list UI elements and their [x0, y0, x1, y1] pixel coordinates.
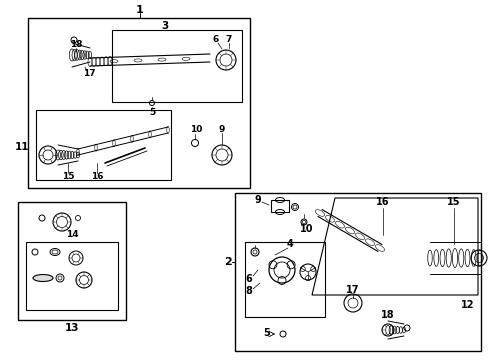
Bar — [235, 193, 480, 351]
Text: 18: 18 — [70, 40, 82, 49]
Text: 16: 16 — [375, 197, 389, 207]
Bar — [270, 200, 288, 212]
Text: 4: 4 — [286, 239, 293, 249]
Text: 9: 9 — [218, 125, 225, 134]
Text: 14: 14 — [65, 230, 78, 239]
Text: 17: 17 — [82, 68, 95, 77]
Bar — [112, 30, 242, 102]
Text: 6: 6 — [245, 274, 252, 284]
Bar — [18, 202, 126, 320]
Text: 10: 10 — [189, 125, 202, 134]
Bar — [244, 242, 325, 317]
Text: 10: 10 — [300, 224, 313, 234]
Text: 16: 16 — [91, 171, 103, 180]
Text: 12: 12 — [460, 300, 474, 310]
Text: 13: 13 — [64, 323, 79, 333]
Text: 17: 17 — [346, 285, 359, 295]
Text: 15: 15 — [447, 197, 460, 207]
Bar — [26, 242, 118, 310]
Text: 11: 11 — [15, 142, 29, 152]
Text: 18: 18 — [381, 310, 394, 320]
Text: 2: 2 — [224, 257, 231, 267]
Text: 6: 6 — [212, 35, 219, 44]
Text: 1: 1 — [136, 5, 143, 15]
Text: 8: 8 — [245, 286, 252, 296]
Text: 15: 15 — [61, 171, 74, 180]
Text: 9: 9 — [254, 195, 261, 205]
Text: 3: 3 — [161, 21, 168, 31]
Bar — [28, 18, 249, 188]
Ellipse shape — [33, 274, 53, 282]
Bar — [36, 110, 171, 180]
Text: 5: 5 — [263, 328, 270, 338]
Text: 5: 5 — [148, 108, 155, 117]
Text: 7: 7 — [225, 35, 232, 44]
